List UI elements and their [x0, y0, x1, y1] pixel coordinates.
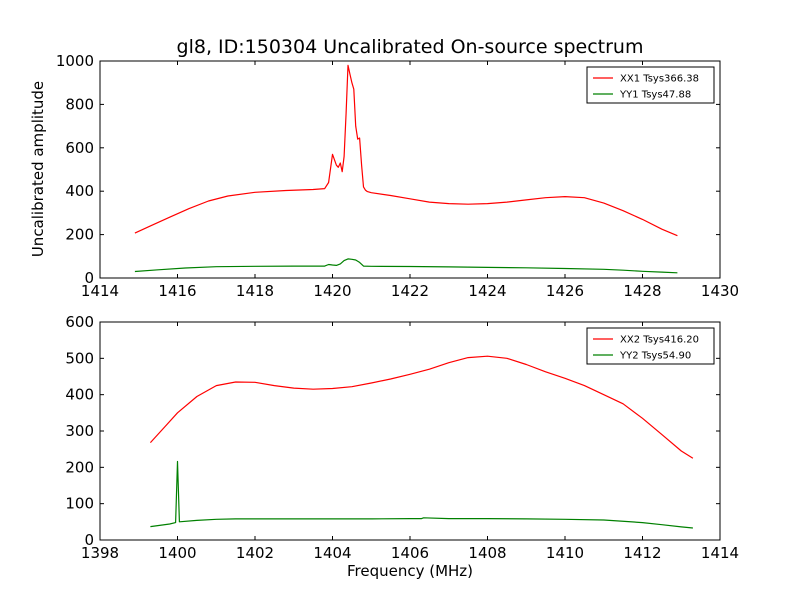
bottom-panel: 1398 1400 1402 1404 1406 1408 1410 1412 1414 0 100… [65, 313, 739, 562]
top-y-tick-label: 400 [65, 182, 94, 200]
bottom-series-line-2 [150, 460, 693, 529]
top-legend-label-1: XX1 Tsys366.38 [620, 74, 699, 85]
bottom-y-tick-label: 0 [84, 531, 94, 549]
bottom-y-tick-label: 200 [65, 458, 94, 476]
bottom-legend-label-1: XX2 Tsys416.20 [620, 335, 699, 346]
top-y-tick-label: 0 [84, 269, 94, 287]
top-legend-box [586, 66, 715, 104]
top-y-tick-label: 600 [65, 139, 94, 157]
top-x-tick-label: 1426 [546, 282, 584, 300]
bottom-y-tick-label: 100 [65, 495, 94, 513]
bottom-y-tick-label: 600 [65, 313, 94, 331]
bottom-legend-box [586, 327, 715, 365]
top-y-tick-label: 200 [65, 226, 94, 244]
top-series-line-1 [134, 64, 678, 237]
bottom-y-tick-label: 300 [65, 422, 94, 440]
top-x-tick-label: 1424 [468, 282, 506, 300]
bottom-x-tick-label: 1412 [623, 544, 661, 562]
top-series-line-2 [134, 258, 678, 274]
top-x-tick-label: 1430 [701, 282, 739, 300]
top-x-tick-label: 1422 [391, 282, 429, 300]
top-x-tick-label: 1414 [81, 282, 119, 300]
bottom-x-tick-label: 1398 [81, 544, 119, 562]
top-y-tick-label: 1000 [56, 52, 94, 70]
bottom-x-tick-label: 1408 [468, 544, 506, 562]
bottom-x-tick-label: 1414 [701, 544, 739, 562]
x-axis-label: Frequency (MHz) [347, 562, 473, 580]
bottom-x-tick-label: 1404 [313, 544, 351, 562]
top-legend-label-2: YY1 Tsys47.88 [619, 90, 691, 101]
top-x-tick-label: 1418 [236, 282, 274, 300]
bottom-x-tick-label: 1400 [158, 544, 196, 562]
top-x-tick-label: 1428 [623, 282, 661, 300]
top-panel: 1414 1416 1418 1420 1422 1424 1426 1428 1430 0 200… [56, 52, 739, 300]
top-x-tick-label: 1420 [313, 282, 351, 300]
bottom-x-tick-label: 1402 [236, 544, 274, 562]
top-y-tick-label: 800 [65, 95, 94, 113]
chart-title: gl8, ID:150304 Uncalibrated On-source sp… [177, 36, 644, 58]
bottom-series-line-1 [149, 355, 694, 459]
bottom-x-tick-label: 1410 [546, 544, 584, 562]
bottom-y-tick-label: 500 [65, 349, 94, 367]
y-axis-label: Uncalibrated amplitude [29, 81, 47, 257]
top-legend: XX1 Tsys366.38 YY1 Tsys47.88 [586, 66, 715, 104]
top-x-tick-label: 1416 [158, 282, 196, 300]
bottom-legend: XX2 Tsys416.20 YY2 Tsys54.90 [586, 327, 715, 365]
bottom-y-tick-label: 400 [65, 386, 94, 404]
bottom-x-tick-label: 1406 [391, 544, 429, 562]
bottom-legend-label-2: YY2 Tsys54.90 [619, 351, 691, 362]
